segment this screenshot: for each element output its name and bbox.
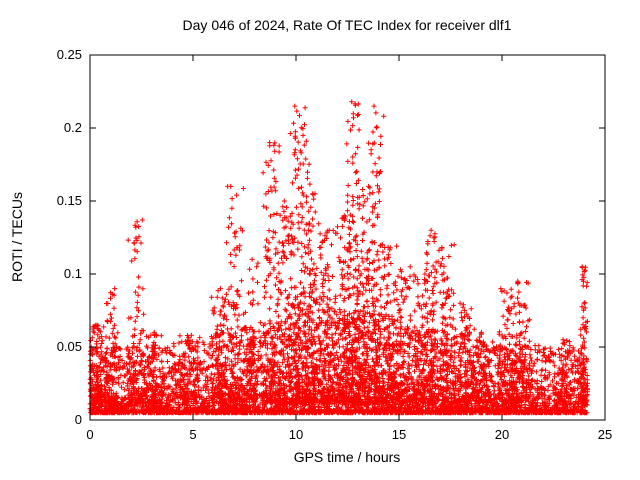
y-tick-label: 0.05 — [57, 339, 82, 354]
x-tick-label: 10 — [289, 427, 303, 442]
scatter-points — [87, 99, 590, 416]
y-tick-label: 0 — [75, 412, 82, 427]
x-tick-label: 15 — [392, 427, 406, 442]
x-axis-label: GPS time / hours — [294, 449, 401, 465]
y-tick-label: 0.15 — [57, 193, 82, 208]
chart-title: Day 046 of 2024, Rate Of TEC Index for r… — [183, 17, 512, 33]
y-tick-label: 0.25 — [57, 47, 82, 62]
y-tick-label: 0.2 — [64, 120, 82, 135]
y-axis-label: ROTI / TECUs — [9, 192, 25, 282]
y-tick-label: 0.1 — [64, 266, 82, 281]
roti-series-markers — [87, 99, 590, 416]
plot-axes — [89, 54, 606, 421]
x-tick-label: 5 — [189, 427, 196, 442]
x-tick-label: 20 — [495, 427, 509, 442]
tick-labels: 0 5 10 15 20 25 0 0.05 0.1 0.15 0.2 0.25 — [57, 47, 613, 442]
plot-border — [89, 54, 606, 421]
x-tick-label: 0 — [86, 427, 93, 442]
x-tick-label: 25 — [598, 427, 612, 442]
